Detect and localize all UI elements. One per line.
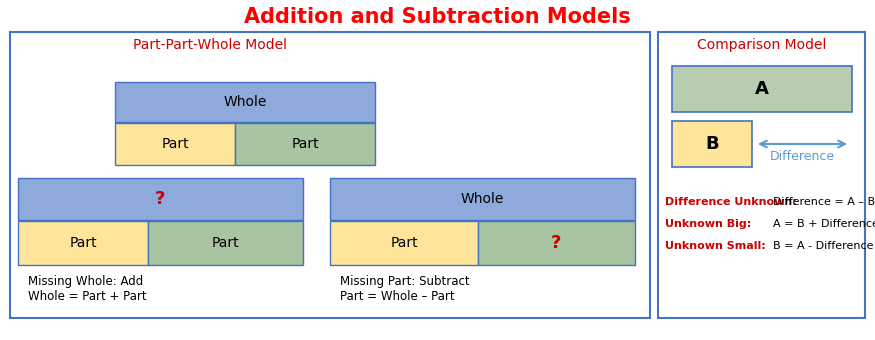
Bar [672, 66, 852, 112]
Text: ?: ? [551, 234, 562, 252]
Text: Part-Part-Whole Model: Part-Part-Whole Model [133, 38, 287, 52]
Text: B = A - Difference: B = A - Difference [773, 241, 873, 251]
Text: A: A [755, 80, 769, 98]
Text: Part: Part [161, 137, 189, 151]
Text: Part: Part [212, 236, 240, 250]
Text: ?: ? [156, 190, 165, 208]
Bar [115, 123, 235, 165]
Text: Whole: Whole [223, 95, 267, 109]
Bar [330, 221, 478, 265]
Text: Part: Part [69, 236, 97, 250]
Bar [18, 178, 303, 220]
Text: B: B [705, 135, 719, 153]
Text: Part: Part [291, 137, 318, 151]
Text: Whole = Part + Part: Whole = Part + Part [28, 289, 147, 303]
Bar [658, 32, 865, 318]
Text: Difference = A – B: Difference = A – B [773, 197, 875, 207]
Bar [18, 221, 148, 265]
Text: Part: Part [390, 236, 418, 250]
Bar [10, 32, 650, 318]
Text: Missing Part: Subtract: Missing Part: Subtract [340, 275, 470, 289]
Bar [330, 178, 635, 220]
Text: Whole: Whole [461, 192, 504, 206]
Bar [115, 82, 375, 122]
Text: Difference Unknown:: Difference Unknown: [665, 197, 797, 207]
Text: Difference: Difference [770, 150, 835, 163]
Text: A = B + Difference: A = B + Difference [773, 219, 875, 229]
Bar [672, 121, 752, 167]
Text: Addition and Subtraction Models: Addition and Subtraction Models [243, 7, 630, 27]
Text: Missing Whole: Add: Missing Whole: Add [28, 275, 144, 289]
Text: Comparison Model: Comparison Model [696, 38, 826, 52]
Text: Part = Whole – Part: Part = Whole – Part [340, 289, 455, 303]
Bar [235, 123, 375, 165]
Bar [148, 221, 303, 265]
Text: Unknown Big:: Unknown Big: [665, 219, 752, 229]
Text: Unknown Small:: Unknown Small: [665, 241, 766, 251]
Bar [478, 221, 635, 265]
